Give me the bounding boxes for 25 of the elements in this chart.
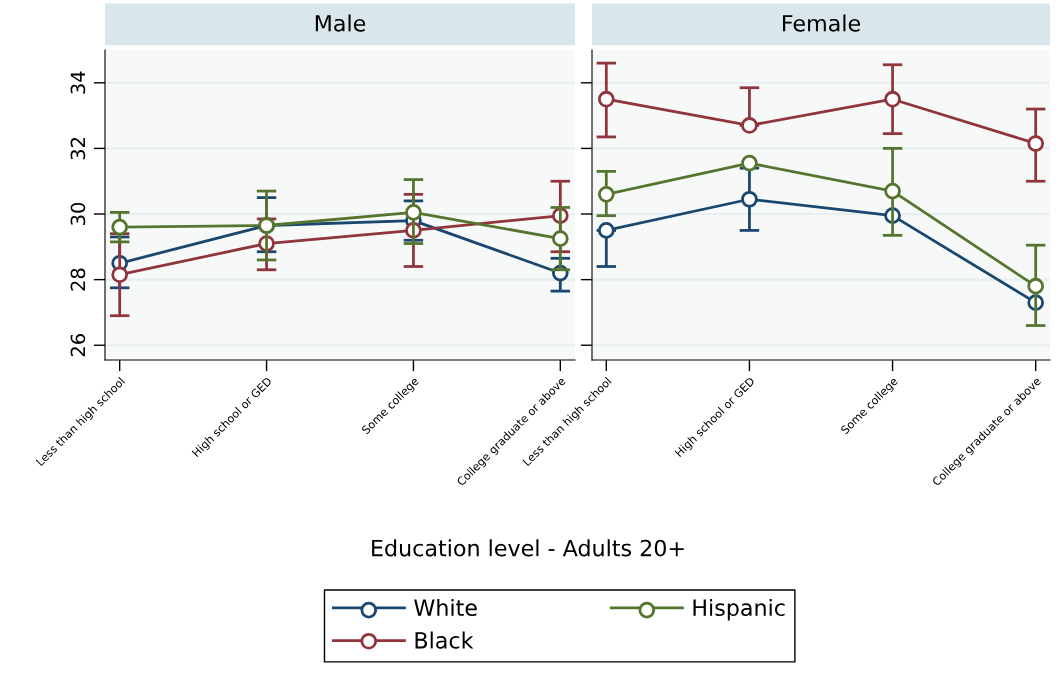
chart-title: Female bbox=[783, 14, 860, 32]
legend-label: White bbox=[414, 598, 477, 617]
point bbox=[597, 186, 615, 203]
y-tick-label: 30 bbox=[70, 202, 86, 225]
point bbox=[884, 182, 901, 200]
y-tick-label: 28 bbox=[70, 268, 86, 291]
chart-title: Male bbox=[315, 14, 366, 32]
point bbox=[551, 230, 569, 247]
point bbox=[741, 154, 758, 172]
legend-label: Hispanic bbox=[693, 598, 785, 621]
legend-label: Black bbox=[415, 631, 474, 649]
point bbox=[741, 190, 758, 208]
point bbox=[597, 90, 615, 108]
point bbox=[111, 266, 129, 284]
x-axis-title: Education level - Adults 20+ bbox=[372, 539, 684, 557]
point bbox=[1027, 277, 1045, 295]
point bbox=[111, 218, 129, 236]
point bbox=[405, 204, 422, 221]
point bbox=[741, 117, 758, 134]
y-tick-label: 26 bbox=[70, 334, 86, 357]
point bbox=[597, 222, 615, 239]
point bbox=[884, 90, 901, 108]
y-tick-label: 32 bbox=[70, 137, 86, 160]
point bbox=[1027, 135, 1045, 152]
y-tick-label: 34 bbox=[70, 71, 86, 94]
